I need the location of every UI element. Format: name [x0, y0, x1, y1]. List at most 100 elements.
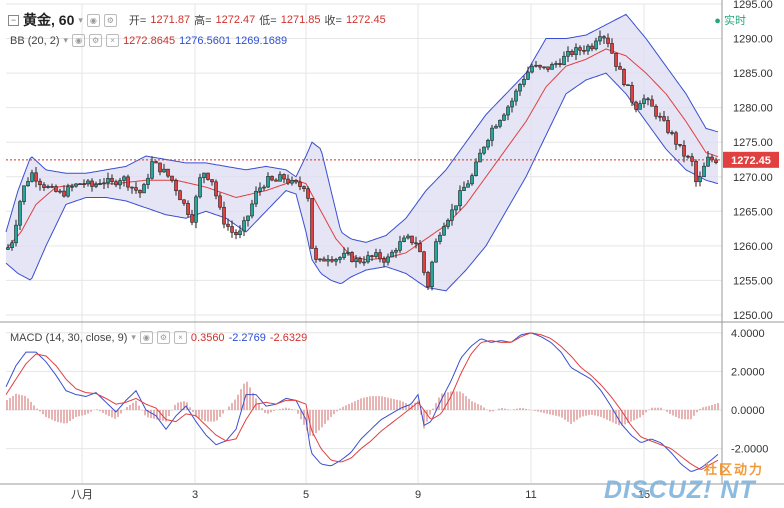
macd-dropdown-icon[interactable]: ▾ — [131, 332, 136, 342]
macd-hist-value: 0.3560 — [190, 331, 225, 344]
candle-down — [218, 195, 222, 208]
candle-up — [262, 186, 266, 189]
candle-up — [442, 226, 446, 236]
watermark-cn: 社区动力 — [704, 462, 765, 477]
macd-close-icon[interactable]: × — [173, 331, 187, 344]
candle-up — [518, 84, 522, 92]
candle-up — [566, 50, 570, 57]
candle-up — [454, 205, 458, 211]
bb-close-icon[interactable]: × — [106, 34, 120, 47]
macd-line-value: -2.2769 — [228, 331, 266, 344]
candle-up — [506, 106, 510, 116]
time-tick-label: 11 — [525, 489, 536, 501]
bb-mid-value: 1272.8645 — [123, 34, 176, 47]
candle-up — [250, 203, 254, 217]
candle-down — [170, 175, 174, 181]
candle-up — [98, 183, 102, 185]
candle-up — [406, 235, 410, 239]
candle-up — [450, 209, 454, 221]
candle-down — [350, 252, 354, 263]
candle-up — [10, 242, 14, 248]
eye-icon[interactable]: ◉ — [86, 13, 100, 27]
low-label: 低= — [259, 15, 277, 27]
last-price-tag-bg — [723, 151, 779, 168]
candle-down — [682, 145, 686, 157]
candle-up — [354, 258, 358, 263]
candle-up — [534, 64, 538, 67]
candle-up — [446, 219, 450, 227]
bb-eye-icon[interactable]: ◉ — [72, 34, 86, 47]
symbol-dropdown-icon[interactable]: ▾ — [78, 14, 83, 25]
bb-lower-value: 1269.1689 — [235, 34, 288, 47]
open-value: 1271.87 — [150, 14, 191, 26]
candle-down — [34, 172, 38, 182]
time-tick-label: 15 — [638, 489, 650, 501]
candle-up — [562, 55, 566, 65]
candle-up — [390, 251, 394, 258]
candle-up — [266, 176, 270, 188]
bb-gear-icon[interactable]: ⚙ — [89, 34, 103, 47]
bb-dropdown-icon[interactable]: ▾ — [63, 35, 69, 45]
candle-up — [478, 152, 482, 163]
minus-box-icon[interactable]: − — [8, 14, 19, 26]
candle-down — [606, 37, 610, 44]
macd-legend: MACD (14, 30, close, 9) ▾ ◉ ⚙ × 0.3560 -… — [10, 331, 307, 344]
candle-down — [322, 258, 326, 262]
candle-down — [330, 259, 334, 262]
macd-tick-label: -2.0000 — [731, 444, 768, 456]
candle-up — [78, 183, 82, 185]
candle-down — [286, 178, 290, 184]
candle-up — [598, 36, 602, 42]
time-tick-label: 9 — [415, 489, 421, 501]
candle-up — [550, 64, 554, 70]
candle-up — [150, 161, 154, 179]
bb-band-fill — [6, 14, 718, 291]
price-tick-label: 1260.00 — [733, 241, 773, 253]
candle-up — [258, 187, 262, 192]
candle-up — [202, 172, 206, 179]
gear-icon[interactable]: ⚙ — [103, 13, 117, 27]
price-tick-label: 1280.00 — [733, 103, 773, 115]
status-dot-icon: ● — [714, 15, 721, 27]
candle-down — [130, 186, 134, 189]
candle-up — [642, 98, 646, 104]
candle-down — [630, 85, 634, 103]
candle-down — [62, 190, 66, 197]
bb-legend: BB (20, 2) ▾ ◉ ⚙ × 1272.8645 1276.5601 1… — [10, 34, 287, 47]
candle-up — [594, 40, 598, 50]
candle-up — [14, 224, 18, 244]
candle-down — [546, 66, 550, 70]
candle-down — [418, 243, 422, 253]
candle-up — [6, 247, 10, 250]
price-tick-label: 1275.00 — [733, 137, 773, 149]
candle-down — [410, 235, 414, 244]
realtime-status[interactable]: ● 实时 — [714, 12, 746, 28]
low-value: 1271.85 — [280, 14, 321, 26]
candle-up — [434, 241, 438, 263]
candle-down — [382, 258, 386, 263]
candle-up — [142, 184, 146, 194]
candle-down — [654, 105, 658, 117]
candle-up — [394, 249, 398, 253]
candle-down — [178, 190, 182, 201]
main-legend: − 黄金, 60 ▾ ◉ ⚙ 开= 1271.87 高= 1272.47 低= … — [8, 10, 386, 30]
candle-up — [698, 176, 702, 183]
candle-up — [22, 185, 26, 202]
candle-up — [30, 172, 34, 182]
open-label: 开= — [128, 15, 147, 27]
macd-gear-icon[interactable]: ⚙ — [156, 331, 170, 344]
time-tick-label: 3 — [192, 489, 198, 501]
candle-up — [498, 119, 502, 127]
candle-down — [110, 178, 114, 182]
candle-down — [210, 179, 214, 183]
bb-label: BB (20, 2) — [10, 34, 60, 47]
candle-up — [438, 234, 442, 242]
macd-eye-icon[interactable]: ◉ — [139, 331, 153, 344]
candle-up — [514, 90, 518, 102]
macd-label: MACD (14, 30, close, 9) — [10, 331, 128, 344]
candle-down — [618, 66, 622, 70]
candle-down — [126, 176, 130, 188]
candle-up — [706, 156, 710, 167]
candle-down — [650, 99, 654, 107]
